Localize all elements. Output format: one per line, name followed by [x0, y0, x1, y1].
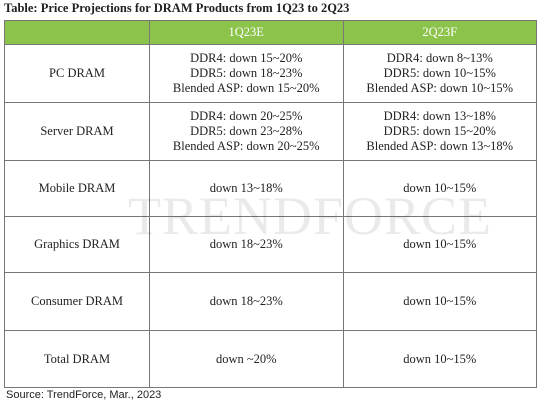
cell-line: DDR5: down 18~23%: [190, 66, 303, 80]
cell: down 18~23%: [149, 272, 344, 331]
source: Source: TrendForce, Mar., 2023: [6, 389, 162, 401]
cell: DDR4: down 13~18% DDR5: down 15~20% Blende…: [342, 102, 537, 161]
table-row: Total DRAM down ~20% down 10~15%: [4, 330, 537, 388]
cell-line: down ~20%: [215, 351, 277, 366]
cell-line: DDR4: down 13~18%: [383, 109, 496, 123]
cell-line: down 18~23%: [209, 294, 283, 308]
cell: down 10~15%: [342, 330, 537, 388]
cell: DDR4: down 15~20% DDR5: down 18~23% Blende…: [149, 44, 344, 103]
table-row: Server DRAM DDR4: down 20~25% DDR5: down 2…: [4, 102, 537, 161]
row-label: PC DRAM: [4, 44, 150, 103]
cell-line: down 10~15%: [403, 351, 477, 366]
cell: down 13~18%: [149, 160, 344, 217]
cell: down 10~15%: [342, 272, 537, 331]
cell-line: DDR5: down 23~28%: [190, 124, 303, 138]
cell-line: Blended ASP: down 15~20%: [172, 81, 320, 95]
table-row: Consumer DRAM down 18~23% down 10~15%: [4, 272, 537, 331]
cell: down 18~23%: [149, 216, 344, 273]
cell-line: down 10~15%: [403, 181, 477, 195]
row-label: Server DRAM: [4, 102, 150, 161]
row-label: Total DRAM: [4, 330, 150, 388]
price-table: 1Q23E 2Q23F PC DRAM DDR4: down 15~20% DDR5: …: [4, 20, 537, 388]
cell: DDR4: down 20~25% DDR5: down 23~28% Blende…: [149, 102, 344, 161]
cell-line: Blended ASP: down 10~15%: [366, 81, 514, 95]
header-row: 1Q23E 2Q23F: [4, 20, 537, 45]
row-label: Graphics DRAM: [4, 216, 150, 273]
cell-line: down 18~23%: [209, 237, 283, 251]
cell-line: Blended ASP: down 20~25%: [172, 139, 320, 153]
cell: down 10~15%: [342, 160, 537, 217]
cell-line: DDR5: down 15~20%: [383, 124, 496, 138]
cell: DDR4: down 8~13% DDR5: down 10~15% Blended…: [342, 44, 537, 103]
cell-line: DDR4: down 8~13%: [386, 51, 493, 65]
table-row: Mobile DRAM down 13~18% down 10~15%: [4, 160, 537, 217]
cell: down 10~15%: [342, 216, 537, 273]
cell-line: DDR4: down 15~20%: [190, 51, 303, 65]
cell-line: down 13~18%: [209, 181, 283, 195]
table-row: Graphics DRAM down 18~23% down 10~15%: [4, 216, 537, 273]
table-title: Table: Price Projections for DRAM Produc…: [4, 1, 350, 15]
header-cell: 1Q23E: [149, 20, 344, 45]
cell-line: Blended ASP: down 13~18%: [366, 139, 514, 153]
cell-line: DDR5: down 10~15%: [383, 66, 496, 80]
cell-line: down 10~15%: [403, 237, 477, 251]
header-cell: [4, 20, 150, 45]
row-label: Consumer DRAM: [4, 272, 150, 331]
table-row: PC DRAM DDR4: down 15~20% DDR5: down 18~23…: [4, 44, 537, 103]
cell-line: down 10~15%: [403, 294, 477, 308]
cell-line: DDR4: down 20~25%: [190, 109, 303, 123]
row-label: Mobile DRAM: [4, 160, 150, 217]
header-cell: 2Q23F: [342, 20, 537, 45]
cell: down ~20%: [149, 330, 344, 388]
